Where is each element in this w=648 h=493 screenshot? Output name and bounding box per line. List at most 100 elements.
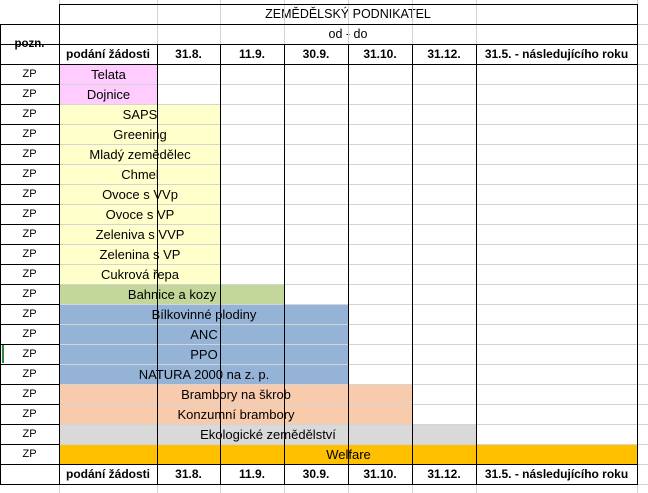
column-header-top-1[interactable]: 31.8. — [175, 47, 202, 61]
period-bar-mlad-zem-d-lec[interactable]: Mladý zemědělec — [59, 144, 221, 165]
period-bar-chmel[interactable]: Chmel — [59, 164, 221, 185]
period-bar-label: Zeleniva s VVP — [95, 227, 185, 242]
column-header-bottom-5[interactable]: 31.12. — [427, 467, 461, 481]
period-bar-ovoce-s-vp[interactable]: Ovoce s VP — [59, 204, 221, 225]
border-v — [476, 64, 477, 465]
period-bar-label: Mladý zemědělec — [89, 147, 191, 162]
period-bar-label: Greening — [113, 127, 167, 142]
row-note[interactable]: ZP — [22, 308, 37, 320]
gridline-row — [0, 104, 648, 105]
row-note[interactable]: ZP — [22, 168, 37, 180]
gridline-row — [0, 324, 648, 325]
border-h — [0, 184, 60, 185]
period-bar-bahnice-a-kozy[interactable]: Bahnice a kozy — [59, 284, 285, 305]
period-bar-cukrov-epa[interactable]: Cukrová řepa — [59, 264, 221, 285]
gridline-row — [0, 384, 648, 385]
border-v — [412, 44, 413, 65]
row-note[interactable]: ZP — [22, 388, 37, 400]
row-note[interactable]: ZP — [22, 188, 37, 200]
border-h — [0, 484, 638, 485]
gridline-row — [0, 144, 648, 145]
period-bar-ovoce-s-vvp[interactable]: Ovoce s VVp — [59, 184, 221, 205]
period-bar-zelenina-s-vp[interactable]: Zelenina s VP — [59, 244, 221, 265]
period-bar-greening[interactable]: Greening — [59, 124, 221, 145]
period-bar-b-lkovinn-plodiny[interactable]: Bílkovinné plodiny — [59, 304, 349, 325]
border-v — [157, 44, 158, 65]
period-bar-zeleniva-s-vvp[interactable]: Zeleniva s VVP — [59, 224, 221, 245]
gridline-row — [0, 244, 648, 245]
row-note[interactable]: ZP — [22, 328, 37, 340]
row-note[interactable]: ZP — [22, 148, 37, 160]
row-selection-marker — [2, 345, 4, 363]
column-header-top-6[interactable]: 31.5. - následujícího roku — [484, 47, 629, 61]
row-note[interactable]: ZP — [22, 128, 37, 140]
row-note[interactable]: ZP — [22, 428, 37, 440]
border-h — [0, 344, 60, 345]
row-note[interactable]: ZP — [22, 288, 37, 300]
row-note[interactable]: ZP — [22, 348, 37, 360]
period-bar-telata[interactable]: Telata — [59, 64, 158, 85]
border-h — [0, 304, 60, 305]
period-bar-label: Bílkovinné plodiny — [151, 307, 257, 322]
border-v — [157, 64, 158, 465]
period-bar-label: Zelenina s VP — [99, 247, 181, 262]
border-h — [0, 384, 60, 385]
border-h — [0, 84, 60, 85]
column-header-bottom-1[interactable]: 31.8. — [175, 467, 202, 481]
border-h — [0, 44, 638, 45]
period-bar-label: Dojnice — [86, 87, 131, 102]
border-v — [220, 464, 221, 485]
row-note[interactable]: ZP — [22, 368, 37, 380]
column-header-top-3[interactable]: 30.9. — [302, 47, 330, 61]
column-header-top-5[interactable]: 31.12. — [427, 47, 461, 61]
border-v — [220, 44, 221, 65]
column-header-top-4[interactable]: 31.10. — [363, 47, 397, 61]
row-note[interactable]: ZP — [22, 448, 37, 460]
border-v — [284, 464, 285, 485]
border-v — [348, 464, 349, 485]
row-note[interactable]: ZP — [22, 228, 37, 240]
column-header-bottom-0[interactable]: podání žádosti — [66, 467, 150, 481]
border-h — [0, 324, 60, 325]
border-h — [0, 164, 60, 165]
sheet-title[interactable]: ZEMĚDĚLSKÝ PODNIKATEL — [265, 7, 431, 21]
border-v — [284, 64, 285, 465]
row-note[interactable]: ZP — [22, 248, 37, 260]
period-bar-anc[interactable]: ANC — [59, 324, 349, 345]
period-bar-konzumn-brambory[interactable]: Konzumní brambory — [59, 404, 413, 425]
column-header-bottom-3[interactable]: 30.9. — [302, 467, 330, 481]
period-bar-brambory-na-krob[interactable]: Brambory na škrob — [59, 384, 413, 405]
gridline-row — [0, 284, 648, 285]
border-h — [0, 264, 60, 265]
period-bar-saps[interactable]: SAPS — [59, 104, 221, 125]
gridline-row — [0, 424, 648, 425]
border-v — [220, 64, 221, 465]
column-header-top-2[interactable]: 11.9. — [238, 47, 266, 61]
period-bar-label: SAPS — [122, 107, 158, 122]
column-header-top-0[interactable]: podání žádosti — [66, 47, 150, 61]
period-bar-natura-2000-na-z-p-[interactable]: NATURA 2000 na z. p. — [59, 364, 349, 385]
gridline-row — [0, 184, 648, 185]
gridline-row — [0, 404, 648, 405]
border-v — [637, 4, 638, 485]
border-h — [0, 64, 638, 65]
period-bar-label: NATURA 2000 na z. p. — [138, 367, 270, 382]
period-bar-ekologick-zem-d-lstv-[interactable]: Ekologické zemědělství — [59, 424, 477, 445]
border-h — [0, 284, 60, 285]
period-bar-label: Chmel — [121, 167, 159, 182]
border-v — [157, 464, 158, 485]
row-note[interactable]: ZP — [22, 88, 37, 100]
border-h — [59, 4, 638, 5]
row-note[interactable]: ZP — [22, 68, 37, 80]
period-label[interactable]: od - do — [328, 27, 368, 41]
period-bar-ppo[interactable]: PPO — [59, 344, 349, 365]
row-note[interactable]: ZP — [22, 108, 37, 120]
row-note[interactable]: ZP — [22, 208, 37, 220]
row-note[interactable]: ZP — [22, 408, 37, 420]
column-header-bottom-6[interactable]: 31.5. - následujícího roku — [484, 467, 629, 481]
row-note[interactable]: ZP — [22, 268, 37, 280]
column-header-bottom-4[interactable]: 31.10. — [363, 467, 397, 481]
period-bar-dojnice[interactable]: Dojnice — [59, 84, 158, 105]
border-h — [0, 404, 60, 405]
column-header-bottom-2[interactable]: 11.9. — [238, 467, 266, 481]
